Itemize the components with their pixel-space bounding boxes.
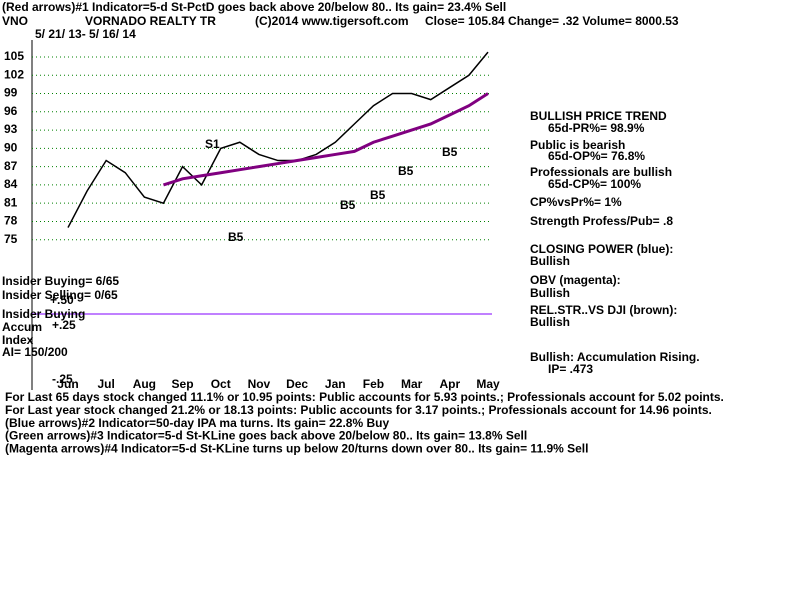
y-tick-label: 90 xyxy=(4,141,18,155)
status-text: Public is bearish xyxy=(530,138,625,152)
status-text: REL.STR..VS DJI (brown): xyxy=(530,303,677,317)
footer-line: (Magenta arrows)#4 Indicator=5-d St-KLin… xyxy=(5,441,588,455)
annotation: B5 xyxy=(340,198,356,212)
y-tick-label: 93 xyxy=(4,122,18,136)
status-text: OBV (magenta): xyxy=(530,273,621,287)
symbol: VNO xyxy=(2,14,28,28)
x-tick-label: Apr xyxy=(439,377,460,391)
x-tick-label: Dec xyxy=(286,377,308,391)
company: VORNADO REALTY TR xyxy=(85,14,216,28)
x-tick-label: Jan xyxy=(325,377,346,391)
status-text: CP%vsPr%= 1% xyxy=(530,195,622,209)
y-tick-label: 78 xyxy=(4,214,18,228)
status-text: IP= .473 xyxy=(548,362,593,376)
date-range: 5/ 21/ 13- 5/ 16/ 14 xyxy=(35,27,136,41)
status-text: Bullish xyxy=(530,286,570,300)
price-line xyxy=(162,92,489,187)
annotation: B5 xyxy=(398,164,414,178)
indicator-label: -.25 xyxy=(52,372,73,386)
y-tick-label: 105 xyxy=(4,49,24,63)
status-text: Bullish xyxy=(530,315,570,329)
indicator-label: +.50 xyxy=(50,293,74,307)
status-text: Professionals are bullish xyxy=(530,165,672,179)
y-tick-label: 99 xyxy=(4,86,18,100)
status-text: BULLISH PRICE TREND xyxy=(530,109,667,123)
x-tick-label: Oct xyxy=(211,377,231,391)
y-tick-label: 102 xyxy=(4,67,24,81)
status-text: CLOSING POWER (blue): xyxy=(530,242,673,256)
indicator-label: AI= 150/200 xyxy=(2,345,68,359)
footer-line: (Green arrows)#3 Indicator=5-d St-KLine … xyxy=(5,429,527,443)
indicator-label: Index xyxy=(2,333,34,347)
y-tick-label: 81 xyxy=(4,195,18,209)
status-text: 65d-OP%= 76.8% xyxy=(548,149,645,163)
y-tick-label: 87 xyxy=(4,159,18,173)
status-text: Bullish xyxy=(530,254,570,268)
price-line xyxy=(67,51,489,228)
indicator-label: Insider Buying xyxy=(2,307,85,321)
y-tick-label: 84 xyxy=(4,177,18,191)
indicator-label: +.25 xyxy=(52,318,76,332)
x-tick-label: Aug xyxy=(133,377,156,391)
status-text: Bullish: Accumulation Rising. xyxy=(530,350,700,364)
x-tick-label: Jun xyxy=(57,377,78,391)
quote: Close= 105.84 Change= .32 Volume= 8000.5… xyxy=(425,14,679,28)
footer-line: For Last 65 days stock changed 11.1% or … xyxy=(5,390,724,404)
header-line: (Red arrows)#1 Indicator=5-d St-PctD goe… xyxy=(2,0,506,14)
footer-line: (Blue arrows)#2 Indicator=50-day IPA ma … xyxy=(5,416,389,430)
y-tick-label: 96 xyxy=(4,104,18,118)
x-tick-label: Mar xyxy=(401,377,423,391)
annotation: B5 xyxy=(442,145,458,159)
annotation: B5 xyxy=(228,230,244,244)
x-tick-label: Jul xyxy=(98,377,115,391)
x-tick-label: May xyxy=(476,377,500,391)
status-text: 65d-PR%= 98.9% xyxy=(548,121,645,135)
status-text: 65d-CP%= 100% xyxy=(548,177,641,191)
annotation: B5 xyxy=(370,188,386,202)
indicator-label: Insider Buying= 6/65 xyxy=(2,274,119,288)
indicator-label: Insider Selling= 0/65 xyxy=(2,288,118,302)
copyright: (C)2014 www.tigersoft.com xyxy=(255,14,409,28)
y-tick-label: 75 xyxy=(4,232,18,246)
annotation: S1 xyxy=(205,137,220,151)
x-tick-label: Sep xyxy=(172,377,194,391)
status-text: Strength Profess/Pub= .8 xyxy=(530,214,673,228)
indicator-label: Accum xyxy=(2,320,42,334)
x-tick-label: Nov xyxy=(248,377,271,391)
x-tick-label: Feb xyxy=(363,377,384,391)
footer-line: For Last year stock changed 21.2% or 18.… xyxy=(5,403,712,417)
